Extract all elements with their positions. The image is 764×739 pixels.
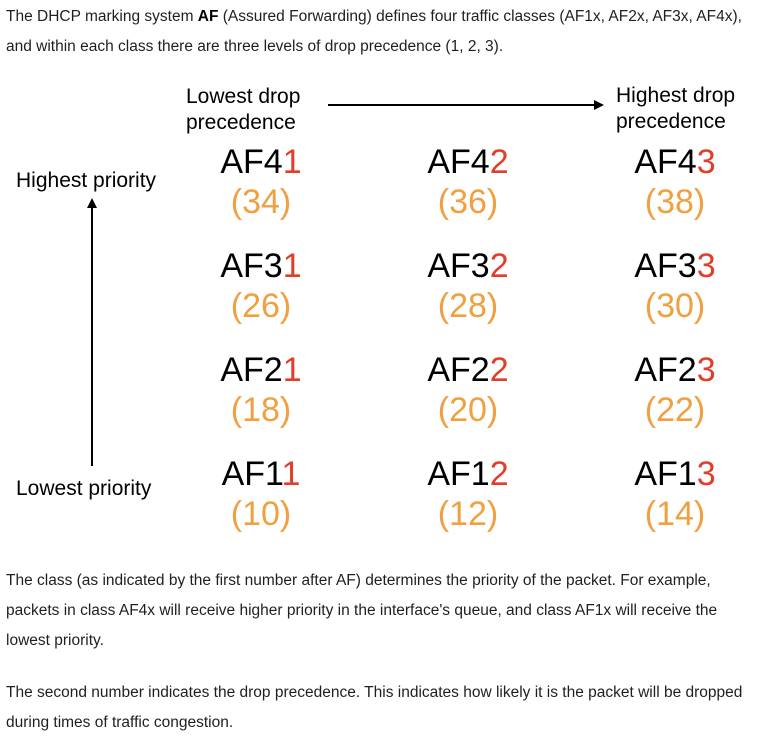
af-cell: AF42 (36) <box>403 142 533 222</box>
af-class-name: AF43 <box>610 142 740 182</box>
dscp-value: (38) <box>644 183 706 221</box>
af-cell: AF12 (12) <box>403 454 533 534</box>
dscp-value: (30) <box>644 287 706 325</box>
intro-text-before: The DHCP marking system <box>6 8 198 25</box>
af-class-prefix: AF2 <box>427 351 490 389</box>
af-class-name: AF22 <box>403 350 533 390</box>
af-class-prefix: AF1 <box>427 455 490 493</box>
af-drop-digit: 3 <box>696 143 716 181</box>
dscp-value: (12) <box>437 495 499 533</box>
af-drop-digit: 2 <box>489 455 509 493</box>
af-cell: AF22 (20) <box>403 350 533 430</box>
dscp-value: (28) <box>437 287 499 325</box>
dscp-value: (10) <box>230 495 292 533</box>
dscp-value: (36) <box>437 183 499 221</box>
af-drop-digit: 3 <box>696 247 716 285</box>
af-cell: AF33 (30) <box>610 246 740 326</box>
af-class-name: AF13 <box>610 454 740 494</box>
af-class-prefix: AF1 <box>221 455 282 493</box>
af-class-prefix: AF2 <box>220 351 283 389</box>
af-drop-digit: 1 <box>281 455 301 493</box>
af-cell: AF41 (34) <box>196 142 326 222</box>
dscp-value: (18) <box>230 391 292 429</box>
af-class-prefix: AF4 <box>220 143 283 181</box>
drop-precedence-paragraph: The second number indicates the drop pre… <box>6 684 743 731</box>
af-class-name: AF21 <box>196 350 326 390</box>
highest-priority-label: Highest priority <box>16 169 157 192</box>
af-class-prefix: AF3 <box>220 247 283 285</box>
af-class-prefix: AF2 <box>634 351 697 389</box>
af-class-prefix: AF4 <box>427 143 490 181</box>
af-drop-digit: 1 <box>282 143 302 181</box>
dscp-value: (26) <box>230 287 292 325</box>
af-class-name: AF33 <box>610 246 740 286</box>
af-class-name: AF42 <box>403 142 533 182</box>
af-class-name: AF11 <box>196 454 326 494</box>
lowest-priority-label: Lowest priority <box>16 477 152 500</box>
class-paragraph: The class (as indicated by the first num… <box>6 572 718 649</box>
lowest-drop-label-line2: precedence <box>186 111 296 134</box>
af-class-name: AF41 <box>196 142 326 182</box>
af-class-prefix: AF3 <box>427 247 490 285</box>
highest-drop-label-line2: precedence <box>616 110 726 133</box>
af-drop-digit: 2 <box>489 143 509 181</box>
intro-text-after: (Assured Forwarding) defines four traffi… <box>6 8 742 55</box>
af-drop-digit: 2 <box>489 247 509 285</box>
af-class-prefix: AF4 <box>634 143 697 181</box>
af-cell: AF23 (22) <box>610 350 740 430</box>
af-drop-digit: 1 <box>282 247 302 285</box>
highest-drop-label: Highest drop precedence <box>616 83 735 135</box>
highest-drop-label-line1: Highest drop <box>616 84 736 107</box>
af-drop-digit: 3 <box>696 351 716 389</box>
diagram-arrows <box>87 100 604 466</box>
dscp-value: (14) <box>644 495 706 533</box>
dscp-value: (20) <box>437 391 499 429</box>
dscp-value: (22) <box>644 391 706 429</box>
lowest-drop-label-line1: Lowest drop <box>186 85 301 108</box>
lowest-drop-label: Lowest drop precedence <box>186 84 300 136</box>
af-cell: AF11 (10) <box>196 454 326 534</box>
af-cell: AF43 (38) <box>610 142 740 222</box>
af-class-prefix: AF1 <box>634 455 697 493</box>
af-cell: AF31 (26) <box>196 246 326 326</box>
af-class-prefix: AF3 <box>634 247 697 285</box>
intro-text-bold: AF <box>197 8 219 25</box>
af-class-name: AF23 <box>610 350 740 390</box>
af-class-name: AF31 <box>196 246 326 286</box>
af-class-name: AF12 <box>403 454 533 494</box>
af-drop-digit: 2 <box>489 351 509 389</box>
af-drop-digit: 1 <box>282 351 302 389</box>
intro-paragraph: The DHCP marking system AF (Assured Forw… <box>6 2 761 62</box>
af-class-name: AF32 <box>403 246 533 286</box>
af-cell: AF21 (18) <box>196 350 326 430</box>
af-drop-digit: 3 <box>696 455 716 493</box>
af-cell: AF13 (14) <box>610 454 740 534</box>
dscp-value: (34) <box>230 183 292 221</box>
af-cell: AF32 (28) <box>403 246 533 326</box>
af-class-diagram: Lowest drop precedence Highest drop prec… <box>16 83 740 534</box>
